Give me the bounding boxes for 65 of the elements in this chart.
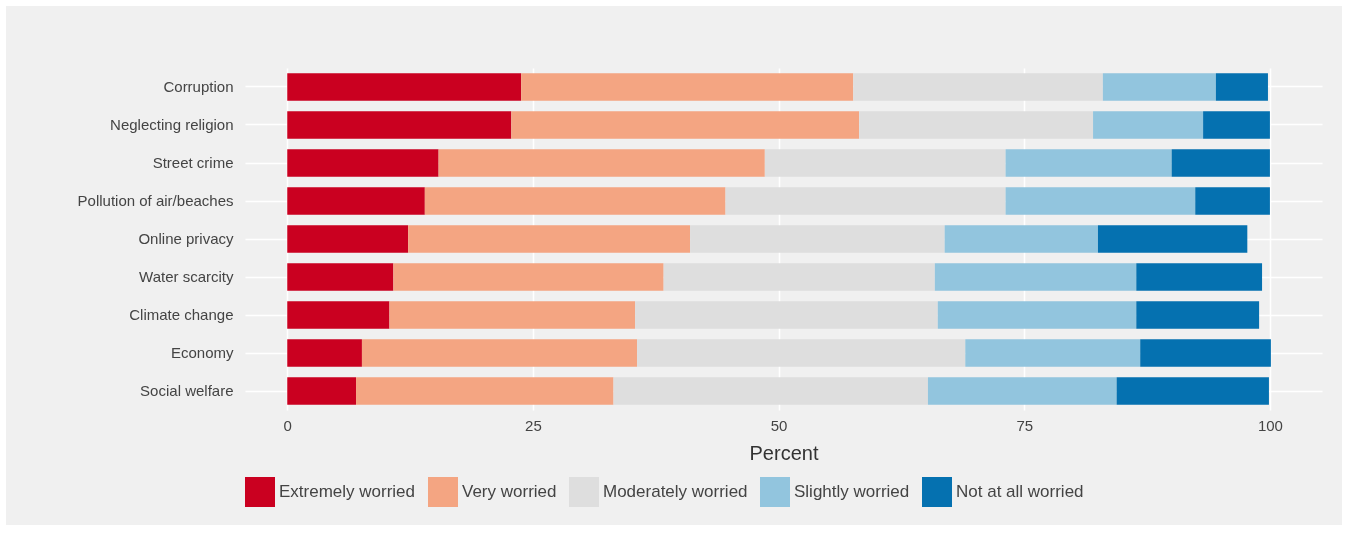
legend-label: Slightly worried <box>794 482 910 501</box>
legend-label: Extremely worried <box>279 482 416 501</box>
bar <box>934 263 1137 291</box>
bar <box>853 73 1103 101</box>
bar <box>361 339 638 367</box>
bar <box>1136 301 1260 329</box>
bar <box>438 149 765 177</box>
bar <box>287 225 409 253</box>
y-tick-label: Climate change <box>129 306 234 323</box>
bar <box>287 187 425 215</box>
y-tick-label: Social welfare <box>140 382 234 399</box>
bar <box>1136 263 1263 291</box>
bar <box>1102 73 1216 101</box>
bar <box>521 73 854 101</box>
y-tick-label: Water scarcity <box>139 268 234 285</box>
bar <box>356 377 614 405</box>
bar <box>859 111 1094 139</box>
y-tick-label: Economy <box>170 344 234 361</box>
bar <box>764 149 1006 177</box>
bar <box>944 225 1098 253</box>
bar <box>393 263 664 291</box>
bar <box>965 339 1141 367</box>
x-axis-title: Percent <box>749 441 819 464</box>
bar <box>663 263 935 291</box>
bar <box>287 301 390 329</box>
bar <box>1171 149 1270 177</box>
legend-label: Moderately worried <box>603 482 748 501</box>
bar <box>927 377 1117 405</box>
y-tick-label: Corruption <box>163 78 234 95</box>
bar <box>1097 225 1248 253</box>
bar <box>287 111 512 139</box>
y-tick-label: Street crime <box>152 154 234 171</box>
bar <box>1140 339 1271 367</box>
x-tick-label: 75 <box>1016 416 1034 434</box>
x-tick-label: 100 <box>1257 416 1283 434</box>
bar <box>637 339 966 367</box>
legend-label: Not at all worried <box>956 482 1084 501</box>
x-tick-label: 50 <box>770 416 788 434</box>
y-tick-label: Online privacy <box>138 230 234 247</box>
bar <box>287 149 439 177</box>
bar <box>1005 187 1196 215</box>
bar <box>725 187 1006 215</box>
bar <box>1005 149 1172 177</box>
y-tick-label: Pollution of air/beaches <box>77 192 234 209</box>
bar <box>511 111 860 139</box>
bar <box>424 187 726 215</box>
bar <box>1195 187 1270 215</box>
bar <box>1116 377 1269 405</box>
bar <box>635 301 938 329</box>
bar <box>1215 73 1268 101</box>
legend-label: Very worried <box>462 482 557 501</box>
y-tick-label: Neglecting religion <box>110 116 234 133</box>
x-tick-label: 25 <box>525 416 542 434</box>
bar <box>389 301 636 329</box>
bar <box>1093 111 1204 139</box>
bar <box>690 225 945 253</box>
bar <box>613 377 928 405</box>
bar <box>287 339 362 367</box>
bar <box>287 377 357 405</box>
bar <box>287 263 394 291</box>
x-tick-label: 0 <box>283 416 292 434</box>
bar <box>287 73 522 101</box>
bar <box>1203 111 1270 139</box>
bar <box>937 301 1137 329</box>
bar <box>408 225 691 253</box>
